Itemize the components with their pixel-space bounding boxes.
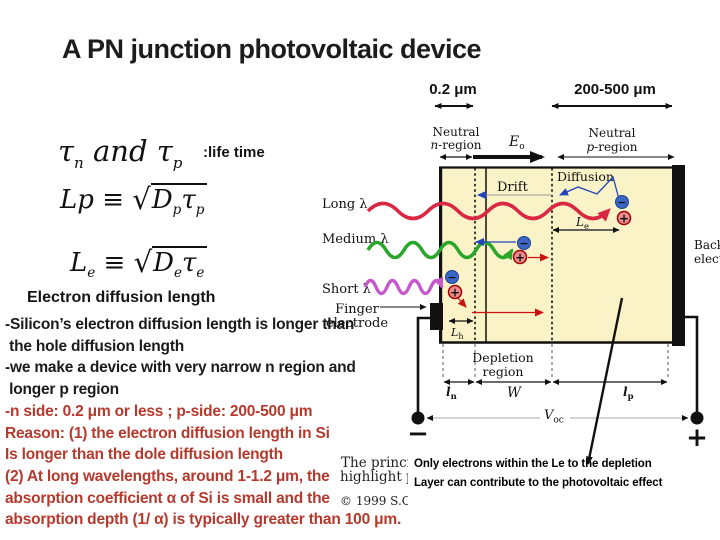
formula-le: Le ≡ √Deτe [70,244,208,281]
caption-fragment: highlight p [340,469,415,485]
tau-p: τ [156,134,173,168]
hole-2: + [512,249,528,265]
negative-terminal-label: − [407,419,429,449]
radical-sign: √ [133,245,153,279]
note-line-red: absorption coefficient α of Si is small … [5,489,330,507]
depletion-region-label: region [483,364,524,379]
note-line-red: Is longer than the dole diffusion length [5,446,283,464]
depletion-label: Depletion [472,350,533,365]
back-label: Back [694,238,720,252]
n-side-width-label: 0.2 μm [429,81,477,98]
negative-terminal-dot [411,411,425,425]
svg-text:+: + [450,286,460,300]
svg-text:+: + [515,251,525,265]
caption-fragment: The princip [341,455,420,471]
tau-n: τ [58,134,75,168]
page-title: A PN junction photovoltaic device [62,34,482,64]
note-line-red: -n side: 0.2 μm or less ; p-side: 200-50… [5,402,313,420]
formula-lifetimes: τn and τp [58,134,183,172]
note-line-red: Reason: (1) the electron diffusion lengt… [5,424,330,442]
note-line: -Silicon’s electron diffusion length is … [5,316,355,333]
callout-pointer-arrow [586,297,624,465]
electron-1: − [615,195,629,209]
radical-sign: √ [132,182,151,216]
n-region-label: n-region [430,138,481,152]
long-wavelength-label: Long λ [322,197,368,212]
medium-wavelength-label: Medium λ [322,232,389,247]
hole-3: + [447,284,463,300]
callout-box [408,449,700,511]
p-side-width-label: 200-500 μm [574,81,656,98]
left-wire [416,316,435,412]
pn-junction-diagram: Neutral n-region Eo Neutral p-region Dri… [322,125,720,465]
hole-diffuse-arrow [456,296,467,308]
lh-label: Lh [450,326,463,341]
back-electrode-label: electrode [694,252,720,266]
formula-lp: Lp ≡ √Dpτp [60,181,208,218]
finger-label: Finger [335,302,380,317]
device-left-edge [439,166,443,344]
back-electrode [672,165,685,346]
le-label: Le [575,215,589,232]
drift-label: Drift [497,180,529,195]
note-line: the hole diffusion length [5,337,185,355]
positive-terminal-dot [690,411,704,425]
p-region-label: p-region [586,140,637,154]
voc-label-backing [540,407,570,421]
electron-2: − [517,236,531,250]
e-field-label: Eo [508,134,525,152]
note-line: -we make a device with very narrow n reg… [5,359,356,377]
lifetime-note: :life time [203,144,265,161]
diffusion-zigzag-arrow [559,175,620,200]
svg-text:+: + [619,212,629,226]
voc-label: Voc [544,408,564,426]
copyright-fragment: © 1999 S.O. I [340,494,424,508]
notes-block: -Silicon’s electron diffusion length is … [5,314,401,531]
medium-wave-arrow [366,240,514,261]
w-label: W [507,385,522,401]
neutral-p-label: Neutral [589,126,636,140]
svg-text:−: − [617,196,626,209]
finger-electrode [430,303,443,330]
note-line: longer p region [5,381,119,399]
long-wave-arrow [366,201,611,222]
positive-terminal-label: + [686,423,708,453]
scale-arrows [434,103,673,109]
electron-diffusion-caption: Electron diffusion length [27,289,216,306]
short-wavelength-label: Short λ [322,282,371,297]
neutral-n-label: Neutral [433,125,480,139]
hole-1: + [616,210,632,226]
finger-electrode-label: electrode [326,316,388,331]
note-line-red: absorption depth (1/ α) is typically gre… [5,511,402,529]
note-line-red: (2) At long wavelengths, around 1-1.2 μm… [5,467,330,485]
svg-text:−: − [447,271,456,284]
electron-3: − [445,270,459,284]
ln-label: ln [446,385,457,402]
callout-line: Layer can contribute to the photovoltaic… [414,477,663,489]
lp-label: lp [623,385,634,402]
right-wire [685,315,699,412]
svg-text:−: − [519,237,528,250]
diffusion-label: Diffusion [557,169,614,184]
short-wave-arrow [363,276,444,296]
